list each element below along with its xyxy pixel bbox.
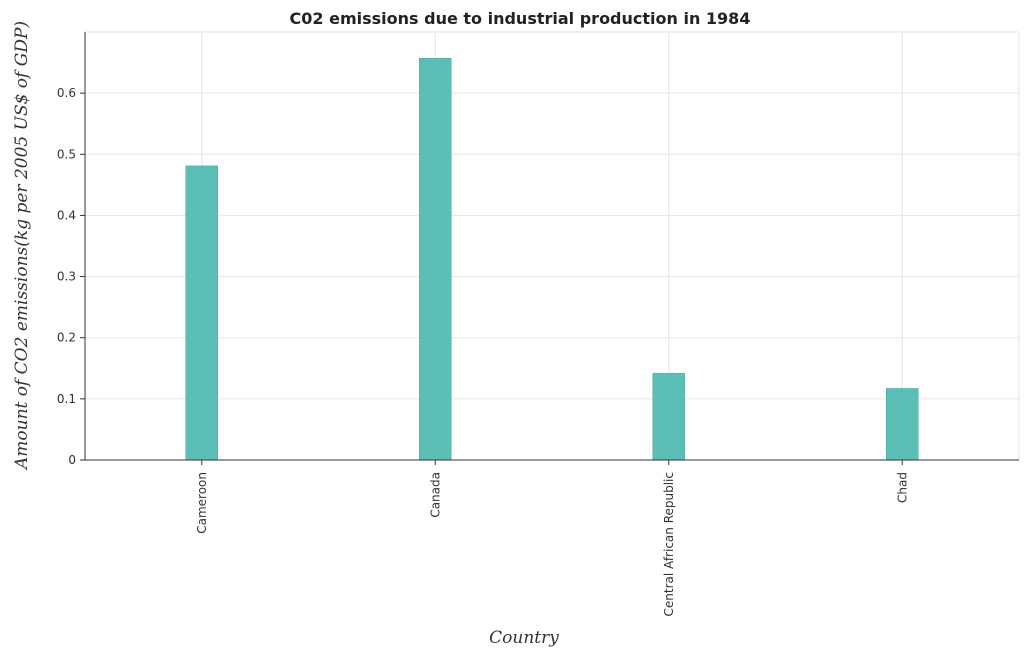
grid: [85, 31, 1020, 461]
x-axis-label: Country: [489, 628, 559, 648]
y-tick-label: 0.3: [57, 270, 76, 284]
x-tick-label: Canada: [428, 472, 442, 518]
y-tick-label: 0.4: [57, 208, 76, 222]
chart-title: C02 emissions due to industrial producti…: [290, 9, 751, 28]
y-tick-label: 0.5: [57, 147, 76, 161]
y-ticks: 0 0.1 0.2 0.3 0.4 0.5 0.6: [57, 86, 85, 467]
axes: [84, 32, 1019, 461]
x-tick-label: Cameroon: [195, 472, 209, 534]
y-tick-label: 0.1: [57, 392, 76, 406]
y-tick-label: 0.2: [57, 331, 76, 345]
x-ticks: Cameroon Canada Central African Republic Ch…: [195, 460, 909, 616]
bar-canada: [419, 58, 452, 461]
bars: [185, 58, 919, 461]
bar-cameroon: [185, 165, 218, 461]
y-tick-label: 0.6: [57, 86, 76, 100]
bar-chad: [886, 388, 919, 461]
x-tick-label: Central African Republic: [662, 472, 676, 616]
bar-central-african-republic: [652, 372, 685, 461]
y-tick-label: 0: [68, 453, 76, 467]
y-axis-label: Amount of CO2 emissions(kg per 2005 US$ …: [12, 21, 32, 471]
x-tick-label: Chad: [895, 472, 909, 503]
